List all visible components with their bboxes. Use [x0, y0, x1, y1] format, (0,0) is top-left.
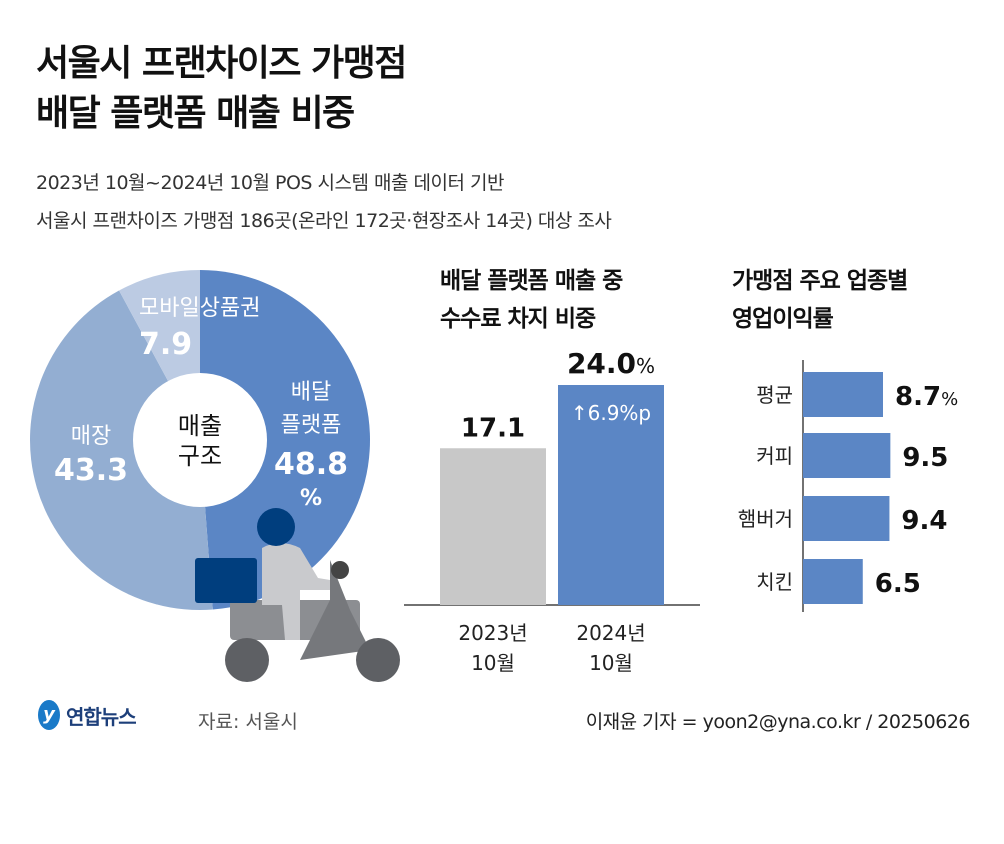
bar-value-label-0: 17.1 [461, 413, 525, 443]
rider-helmet [257, 508, 295, 546]
source-text: 자료: 서울시 [198, 711, 298, 733]
scooter-wheel-back [225, 638, 269, 682]
pie-label-delivery: 배달 [291, 380, 331, 405]
pie-value-mobile: 7.9 [139, 327, 192, 362]
bar-0 [440, 448, 546, 605]
bar-category-label: 2023년 [458, 621, 527, 645]
pie-slice-0 [200, 270, 371, 610]
hbar-unit-label: % [941, 389, 958, 410]
scooter-front [300, 560, 370, 660]
hbar-2 [803, 496, 890, 541]
subtitle-line-2: 서울시 프랜차이즈 가맹점 186곳(온라인 172곳·현장조사 14곳) 대상… [36, 210, 612, 232]
bar-chart-title-2: 수수료 차지 비중 [440, 306, 596, 332]
hbar-category-label: 햄버거 [738, 507, 793, 531]
pie-label-store: 매장 [71, 424, 111, 449]
hbar-value-label: 6.5 [875, 569, 921, 599]
title-line-1: 서울시 프랜차이즈 가맹점 [36, 43, 407, 84]
pie-unit-label: % [300, 486, 322, 511]
logo-text: 연합뉴스 [66, 704, 137, 729]
delivery-box [195, 558, 257, 603]
pie-center-hole [133, 373, 267, 507]
bar-category-label: 10월 [471, 651, 515, 675]
hbar-category-label: 평균 [756, 383, 793, 407]
hbar-category-label: 커피 [756, 444, 793, 468]
bar-category-label: 2024년 [576, 621, 645, 645]
pie-value-delivery: 48.8 [274, 447, 348, 482]
scooter-handle [331, 561, 349, 579]
pie-label-mobile: 모바일상품권 [139, 296, 260, 321]
pie-value-store: 43.3 [54, 453, 128, 488]
logo-icon: y [38, 700, 60, 730]
bar-annotation: ↑6.9%p [571, 401, 651, 425]
yonhap-logo: y 연합뉴스 [38, 700, 137, 730]
hbar-chart-title-2: 영업이익률 [732, 306, 834, 332]
pie-label-delivery: 플랫폼 [281, 413, 342, 438]
scooter-wheel-front [356, 638, 400, 682]
hbar-value-label: 9.5 [902, 443, 948, 473]
hbar-3 [803, 559, 863, 604]
rider-body [262, 543, 330, 640]
hbar-1 [803, 433, 891, 478]
title-line-2: 배달 플랫폼 매출 비중 [36, 93, 355, 134]
hbar-value-label: 9.4 [901, 506, 947, 536]
bar-value-label-1: 24.0% [567, 347, 655, 380]
hbar-value-label: 8.7% [895, 382, 958, 412]
bar-1 [558, 385, 664, 605]
bar-unit-label: % [636, 354, 655, 378]
pie-center-label: 구조 [178, 442, 222, 470]
pie-slice-1 [29, 290, 213, 610]
hbar-category-label: 치킨 [756, 570, 793, 594]
hbar-0 [803, 372, 883, 417]
pie-center-label: 매출 [178, 412, 222, 440]
bar-chart-title-1: 배달 플랫폼 매출 중 [440, 268, 623, 294]
hbar-chart-title-1: 가맹점 주요 업종별 [732, 268, 908, 294]
subtitle-line-1: 2023년 10월~2024년 10월 POS 시스템 매출 데이터 기반 [36, 172, 504, 194]
credit-text: 이재윤 기자 = yoon2@yna.co.kr / 20250626 [585, 711, 971, 733]
bar-category-label: 10월 [589, 651, 633, 675]
